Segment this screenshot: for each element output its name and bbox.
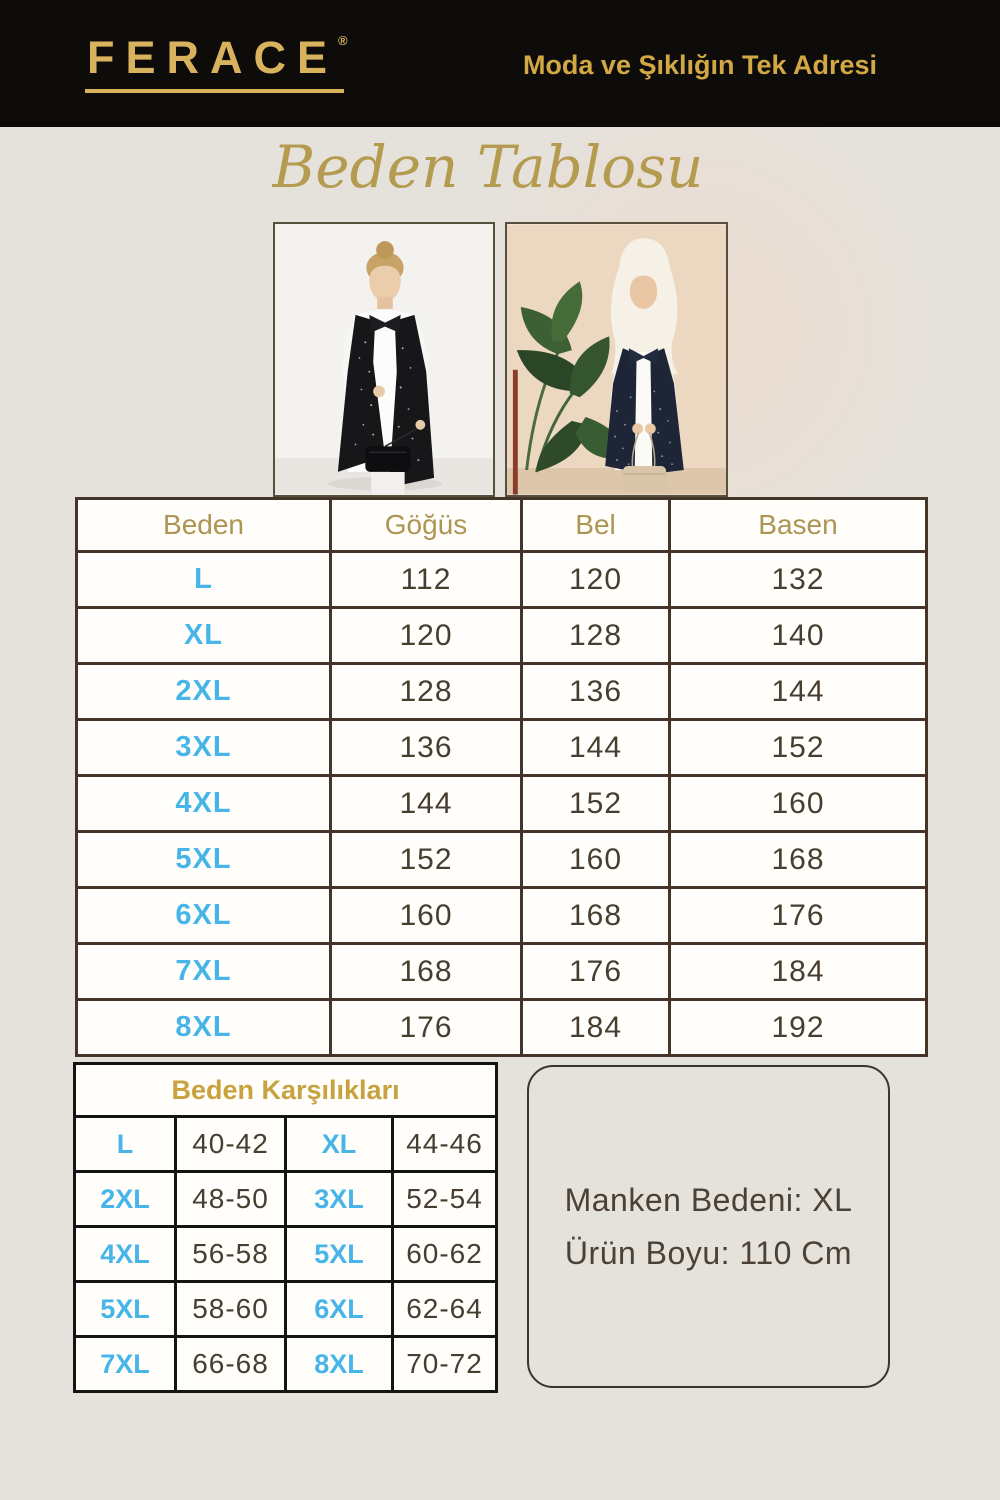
size-range: 40-42	[174, 1115, 287, 1173]
product-photo-right	[505, 222, 728, 497]
size-label: L	[75, 550, 332, 609]
gogus-value: 152	[329, 830, 523, 889]
basen-value: 176	[668, 886, 928, 945]
size-label: 7XL	[73, 1335, 177, 1393]
brand-logo-text: FERACE	[85, 35, 345, 93]
size-label: 5XL	[73, 1280, 177, 1338]
table-row: L 112 120 132	[75, 550, 928, 609]
table-header-row: Beden Göğüs Bel Basen	[75, 497, 928, 553]
basen-value: 184	[668, 942, 928, 1001]
col-header-beden: Beden	[75, 497, 332, 553]
size-label: XL	[284, 1115, 394, 1173]
page-title: Beden Tablosu	[272, 133, 704, 201]
bel-value: 152	[520, 774, 671, 833]
size-range: 56-58	[174, 1225, 287, 1283]
table-row: 2XL 128 136 144	[75, 662, 928, 721]
size-range: 60-62	[390, 1225, 499, 1283]
table-row: L 40-42 XL 44-46	[73, 1115, 499, 1173]
basen-value: 132	[668, 550, 928, 609]
gogus-value: 176	[329, 998, 523, 1057]
product-length-text: Ürün Boyu: 110 Cm	[564, 1234, 853, 1271]
size-conversion-table: Beden Karşılıkları L 40-42 XL 44-46 2XL …	[72, 1062, 499, 1393]
col-header-basen: Basen	[668, 497, 928, 553]
table-row: 5XL 58-60 6XL 62-64	[73, 1280, 499, 1338]
table-row: 5XL 152 160 168	[75, 830, 928, 889]
size-label: 2XL	[73, 1170, 177, 1228]
gogus-value: 136	[329, 718, 523, 777]
basen-value: 160	[668, 774, 928, 833]
size-range: 44-46	[390, 1115, 499, 1173]
header-bar: FERACE® Moda ve Şıklığın Tek Adresi	[0, 0, 1000, 127]
table-row: 2XL 48-50 3XL 52-54	[73, 1170, 499, 1228]
basen-value: 144	[668, 662, 928, 721]
gogus-value: 160	[329, 886, 523, 945]
bel-value: 128	[520, 606, 671, 665]
basen-value: 192	[668, 998, 928, 1057]
registered-trademark-icon: ®	[338, 33, 348, 48]
table-row: 3XL 136 144 152	[75, 718, 928, 777]
gogus-value: 120	[329, 606, 523, 665]
size-range: 66-68	[174, 1335, 287, 1393]
size-label: 3XL	[284, 1170, 394, 1228]
model-info-panel: Manken Bedeni: XL Ürün Boyu: 110 Cm	[527, 1065, 890, 1388]
table-row: 4XL 144 152 160	[75, 774, 928, 833]
model-size-text: Manken Bedeni: XL	[564, 1181, 853, 1218]
bel-value: 120	[520, 550, 671, 609]
size-label: 4XL	[75, 774, 332, 833]
bel-value: 184	[520, 998, 671, 1057]
size-label: 5XL	[284, 1225, 394, 1283]
brand-tagline: Moda ve Şıklığın Tek Adresi	[522, 50, 878, 80]
basen-value: 140	[668, 606, 928, 665]
table-row: 8XL 176 184 192	[75, 998, 928, 1057]
bel-value: 160	[520, 830, 671, 889]
table-row: XL 120 128 140	[75, 606, 928, 665]
model-illustration-navy-vest	[507, 224, 726, 495]
size-range: 70-72	[390, 1335, 499, 1393]
bel-value: 176	[520, 942, 671, 1001]
gogus-value: 128	[329, 662, 523, 721]
size-label: 8XL	[75, 998, 332, 1057]
model-illustration-black-vest	[275, 224, 493, 495]
size-range: 48-50	[174, 1170, 287, 1228]
table-row: 6XL 160 168 176	[75, 886, 928, 945]
gogus-value: 144	[329, 774, 523, 833]
col-header-bel: Bel	[520, 497, 671, 553]
conversion-table-title: Beden Karşılıkları	[72, 1062, 499, 1118]
size-label: XL	[75, 606, 332, 665]
size-label: 6XL	[75, 886, 332, 945]
table-row: 7XL 66-68 8XL 70-72	[73, 1335, 499, 1393]
size-label: 3XL	[75, 718, 332, 777]
brand-logo: FERACE®	[85, 34, 348, 93]
gogus-value: 168	[329, 942, 523, 1001]
size-range: 58-60	[174, 1280, 287, 1338]
table-row: 4XL 56-58 5XL 60-62	[73, 1225, 499, 1283]
size-label: L	[73, 1115, 177, 1173]
col-header-gogus: Göğüs	[329, 497, 523, 553]
size-label: 4XL	[73, 1225, 177, 1283]
size-label: 6XL	[284, 1280, 394, 1338]
bel-value: 168	[520, 886, 671, 945]
size-label: 7XL	[75, 942, 332, 1001]
size-label: 2XL	[75, 662, 332, 721]
size-range: 52-54	[390, 1170, 499, 1228]
size-label: 5XL	[75, 830, 332, 889]
bel-value: 136	[520, 662, 671, 721]
product-photo-left	[273, 222, 495, 497]
size-range: 62-64	[390, 1280, 499, 1338]
size-measurement-table: Beden Göğüs Bel Basen L 112 120 132 XL 1…	[75, 497, 928, 1057]
table-row: 7XL 168 176 184	[75, 942, 928, 1001]
gogus-value: 112	[329, 550, 523, 609]
size-label: 8XL	[284, 1335, 394, 1393]
bel-value: 144	[520, 718, 671, 777]
conversion-header-row: Beden Karşılıkları	[72, 1062, 499, 1118]
basen-value: 168	[668, 830, 928, 889]
basen-value: 152	[668, 718, 928, 777]
